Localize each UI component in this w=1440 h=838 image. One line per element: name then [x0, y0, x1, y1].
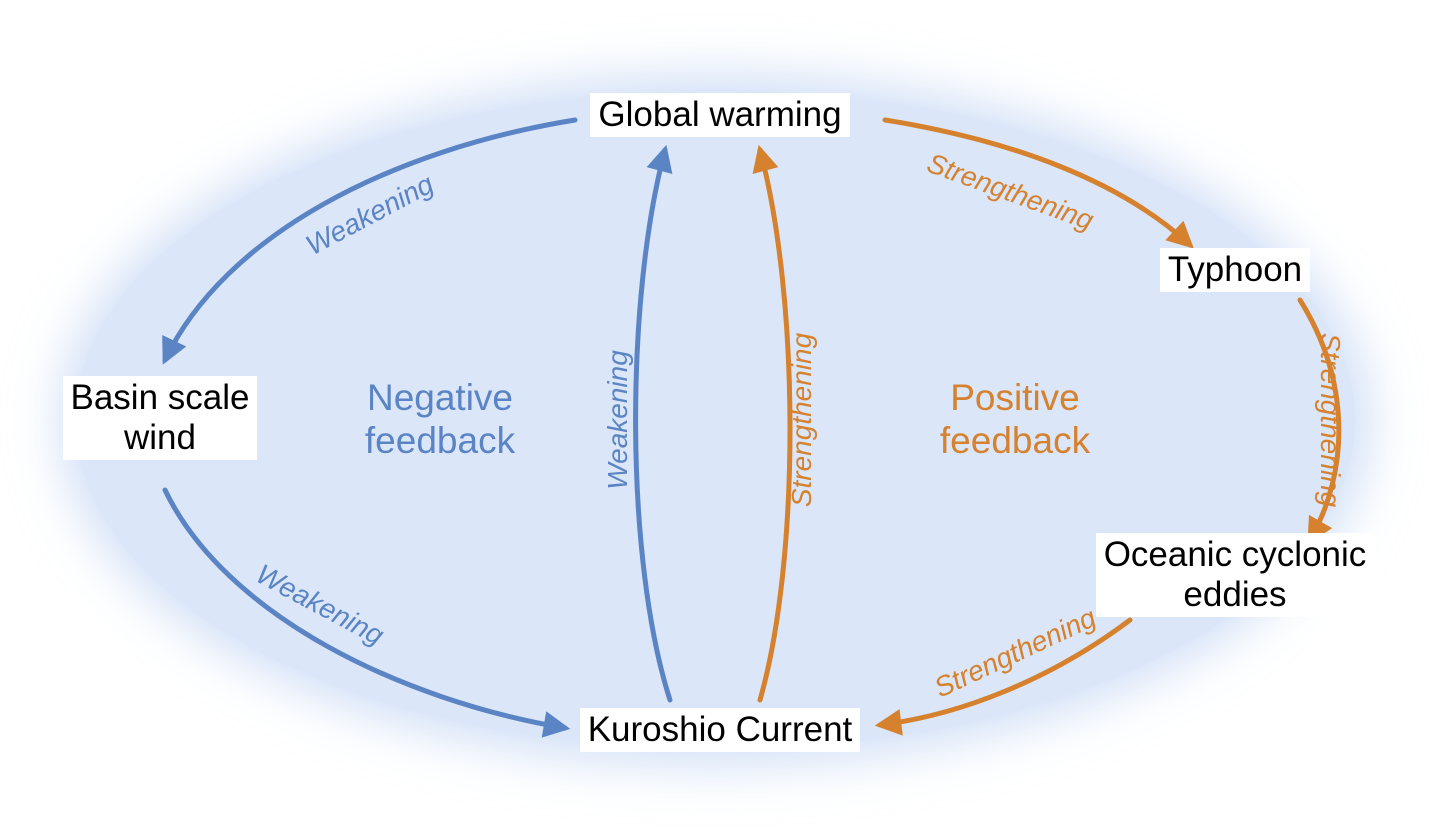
- label-positive-feedback: Positive feedback: [940, 377, 1090, 462]
- node-basin-scale-wind: Basin scale wind: [63, 376, 258, 461]
- node-typhoon: Typhoon: [1160, 248, 1310, 292]
- label-negative-feedback: Negative feedback: [365, 377, 515, 462]
- edge-label-typhoon-to-eddies: Strengthening: [1314, 333, 1346, 507]
- node-oceanic-eddies: Oceanic cyclonic eddies: [1096, 533, 1375, 618]
- edge-label-bottom-to-top-pos: Strengthening: [786, 333, 818, 507]
- node-kuroshio-current: Kuroshio Current: [580, 708, 861, 752]
- node-global-warming: Global warming: [590, 93, 849, 137]
- edge-label-bottom-to-top-neg: Weakening: [602, 350, 634, 490]
- diagram-stage: { "canvas": { "width": 1440, "height": 8…: [0, 0, 1440, 838]
